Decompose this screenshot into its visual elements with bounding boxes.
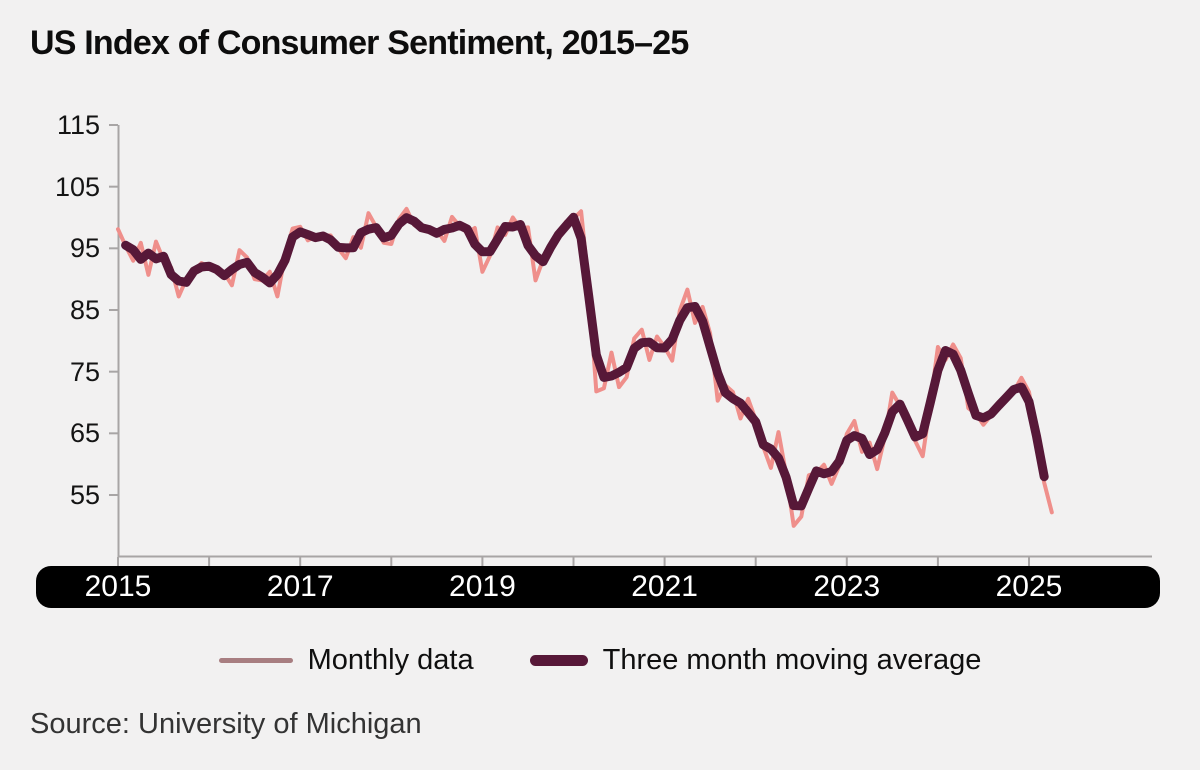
x-tick-year-label: 2017	[266, 570, 334, 603]
axes	[109, 124, 1152, 566]
chart-title: US Index of Consumer Sentiment, 2015–25	[30, 24, 689, 62]
y-tick-label: 65	[69, 418, 100, 449]
moving-average-swatch	[529, 654, 588, 666]
x-tick-year-label: 2021	[631, 570, 698, 603]
y-tick-label: 115	[56, 110, 100, 140]
legend-label-moving-average: Three month moving average	[602, 643, 982, 676]
y-tick-label: 95	[69, 233, 100, 264]
y-tick-label: 105	[54, 171, 100, 202]
moving-average-line	[121, 212, 1049, 511]
y-tick-label: 55	[69, 480, 100, 510]
x-tick-year-label: 2019	[449, 570, 516, 603]
legend-label-monthly: Monthly data	[307, 643, 474, 676]
x-tick-year-label: 2023	[813, 570, 881, 603]
legend-item-moving-average: Three month moving average	[529, 643, 982, 677]
source-note: Source: University of Michigan	[30, 708, 422, 740]
monthly-line-swatch	[218, 657, 293, 663]
legend-item-monthly: Monthly data	[218, 643, 474, 677]
series-lines	[116, 206, 1054, 528]
y-tick-label: 75	[69, 356, 100, 387]
x-tick-year-label: 2025	[995, 570, 1063, 603]
legend: Monthly data Three month moving average	[0, 641, 1200, 679]
y-tick-label: 85	[69, 295, 100, 325]
x-tick-year-label: 2015	[84, 570, 152, 603]
x-axis-band: 2015 2017 2019 2021 2023 2025	[36, 566, 1160, 608]
